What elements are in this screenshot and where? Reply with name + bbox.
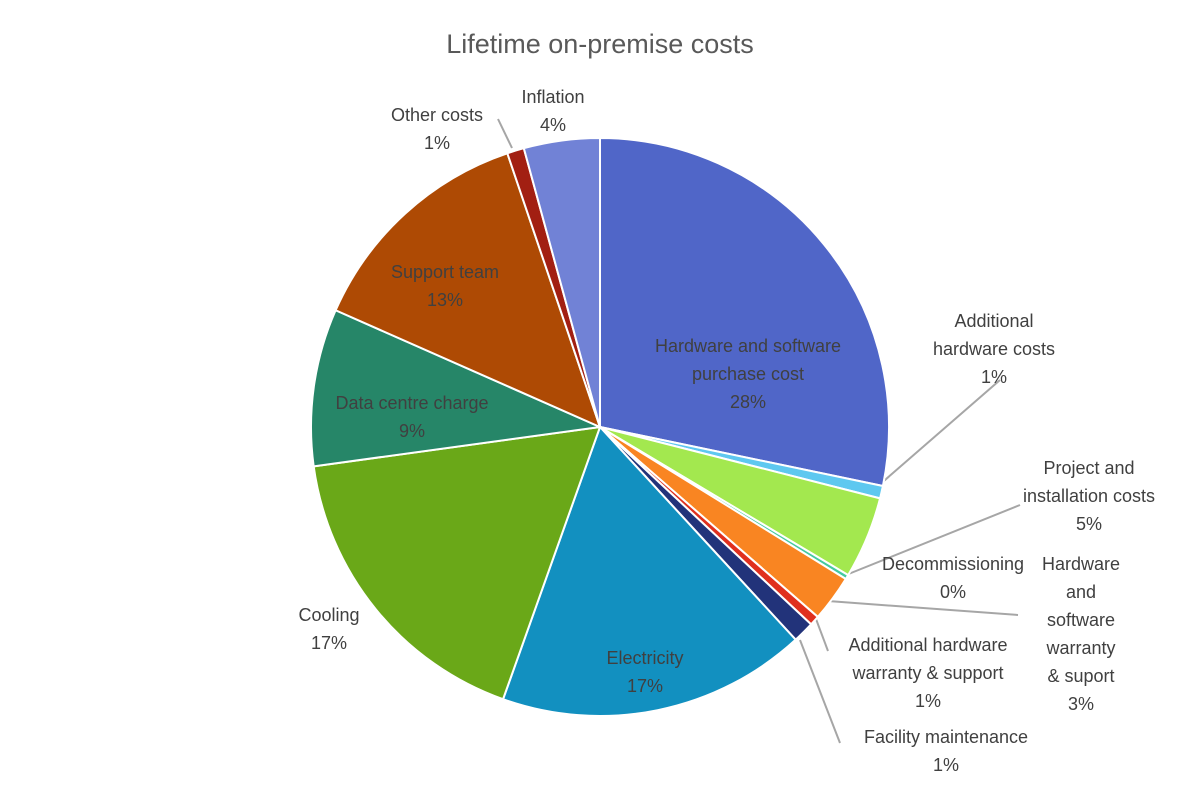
leader-line-other-costs [497,118,513,149]
leader-line-hardware-and-software-warranty-suport [827,600,1019,616]
slice-label-project-and-installation-costs: Project and installation costs 5% [1023,458,1155,534]
pie-slice-electricity [502,426,797,717]
slice-label-data-centre-charge: Data centre charge 9% [335,393,488,441]
slice-label-hardware-and-software-warranty-suport: Hardware and software warranty & suport 3% [1042,554,1120,714]
pie-slices [310,137,890,717]
slice-label-facility-maintenance: Facility maintenance 1% [864,727,1028,775]
slice-label-additional-hardware-costs: Additional hardware costs 1% [933,311,1055,387]
slice-label-other-costs: Other costs 1% [391,105,483,153]
slice-label-support-team: Support team 13% [391,262,499,310]
leader-lines [497,118,1021,744]
slice-label-additional-hardware-warranty-support: Additional hardware warranty & support 1% [848,635,1007,711]
pie-slice-hardware-and-software-purchase-cost [599,137,890,487]
slice-label-electricity: Electricity 17% [606,648,683,696]
pie-slice-data-centre-charge [310,309,601,468]
slice-labels: Hardware and software purchase cost 28% Add… [298,87,1155,775]
pie-slice-cooling [312,426,601,701]
slice-label-inflation: Inflation 4% [521,87,584,135]
leader-line-additional-hardware-costs [869,379,1001,494]
chart-title: Lifetime on-premise costs [446,29,754,59]
leader-line-facility-maintenance [799,639,841,744]
slice-label-hardware-and-software-purchase-cost: Hardware and software purchase cost 28% [655,336,841,412]
pie-slice-support-team [334,152,601,428]
slice-label-decommissioning: Decommissioning 0% [882,554,1024,602]
slice-label-cooling: Cooling 17% [298,605,359,653]
pie-slice-inflation [522,137,601,428]
leader-line-project-and-installation-costs [845,504,1021,576]
